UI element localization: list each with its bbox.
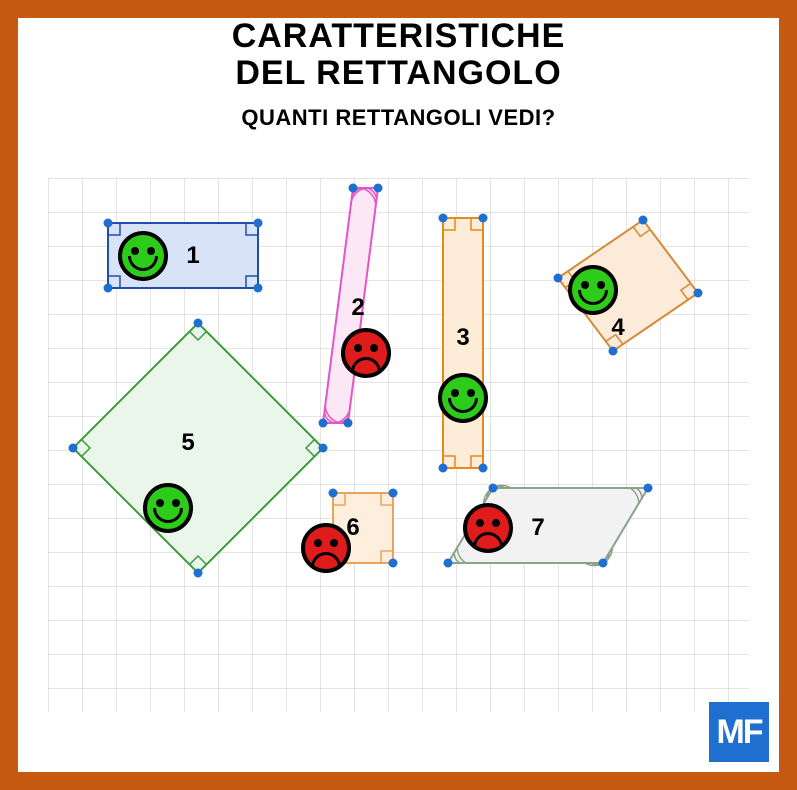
grid-area: 1234567: [48, 178, 749, 712]
shape-label-7: 7: [531, 514, 544, 542]
sad-face-icon: [463, 503, 513, 553]
sad-face-icon: [341, 328, 391, 378]
title-line1: CARATTERISTICHE: [18, 18, 779, 55]
happy-face-icon: [118, 231, 168, 281]
shape-label-4: 4: [611, 314, 624, 342]
outer-frame: CARATTERISTICHE DEL RETTANGOLO QUANTI RE…: [0, 0, 797, 790]
title-line2: DEL RETTANGOLO: [18, 55, 779, 92]
happy-face-icon: [568, 265, 618, 315]
happy-face-icon: [143, 483, 193, 533]
shape-5: [69, 319, 328, 578]
shape-label-5: 5: [181, 429, 194, 457]
sad-face-icon: [301, 523, 351, 573]
logo-badge: MF: [709, 702, 769, 762]
logo-text: MF: [716, 713, 761, 752]
shape-label-2: 2: [351, 294, 364, 322]
page-subtitle: QUANTI RETTANGOLI VEDI?: [18, 105, 779, 131]
shape-label-1: 1: [186, 242, 199, 270]
page: CARATTERISTICHE DEL RETTANGOLO QUANTI RE…: [18, 18, 779, 772]
shape-label-3: 3: [456, 324, 469, 352]
page-title: CARATTERISTICHE DEL RETTANGOLO: [18, 18, 779, 91]
happy-face-icon: [438, 373, 488, 423]
